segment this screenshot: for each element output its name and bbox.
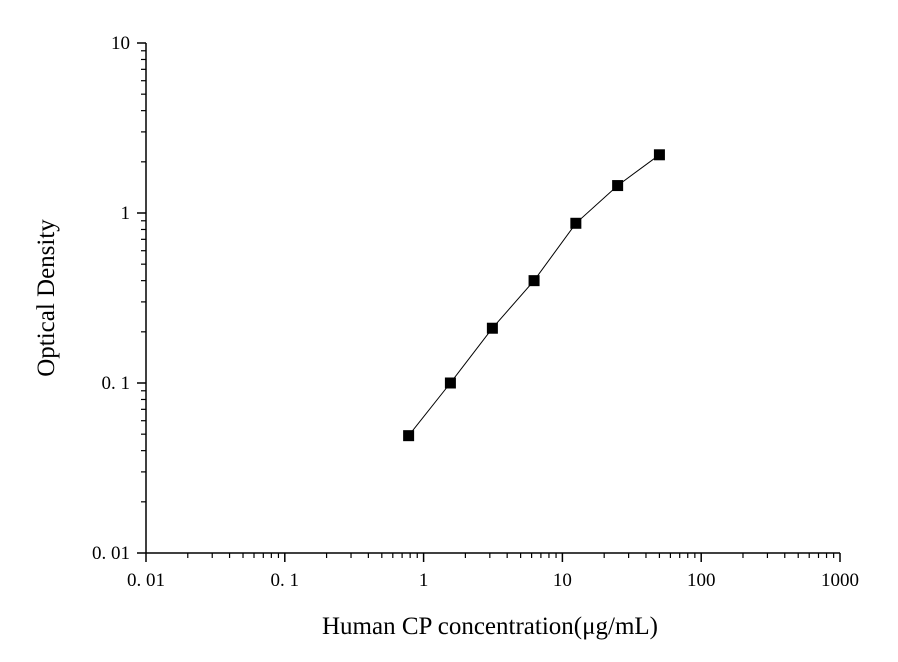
x-tick-label: 100	[687, 570, 716, 591]
data-point	[403, 430, 415, 442]
y-tick-label: 10	[111, 33, 130, 54]
data-point	[528, 275, 540, 287]
y-axis-title: Optical Density	[33, 219, 60, 377]
x-axis-title: Human CP concentration(μg/mL)	[322, 613, 658, 640]
data-point	[444, 377, 456, 389]
y-tick-label: 0. 1	[102, 373, 131, 394]
x-tick-label: 1	[419, 570, 429, 591]
data-point	[486, 322, 498, 334]
y-tick-label: 1	[121, 203, 131, 224]
x-tick-label: 0. 01	[127, 570, 165, 591]
axes	[145, 43, 840, 554]
x-tick-label: 10	[553, 570, 572, 591]
y-tick-label: 0. 01	[92, 543, 130, 564]
series-line	[408, 154, 660, 437]
data-point	[653, 149, 665, 161]
data-point	[570, 217, 582, 229]
ticks: 0. 01 0. 1 1 10 0. 01 0. 1 1 10 100 1000	[92, 33, 859, 591]
data-point	[612, 180, 624, 192]
x-tick-label: 1000	[821, 570, 859, 591]
series	[403, 149, 665, 442]
x-tick-label: 0. 1	[271, 570, 300, 591]
